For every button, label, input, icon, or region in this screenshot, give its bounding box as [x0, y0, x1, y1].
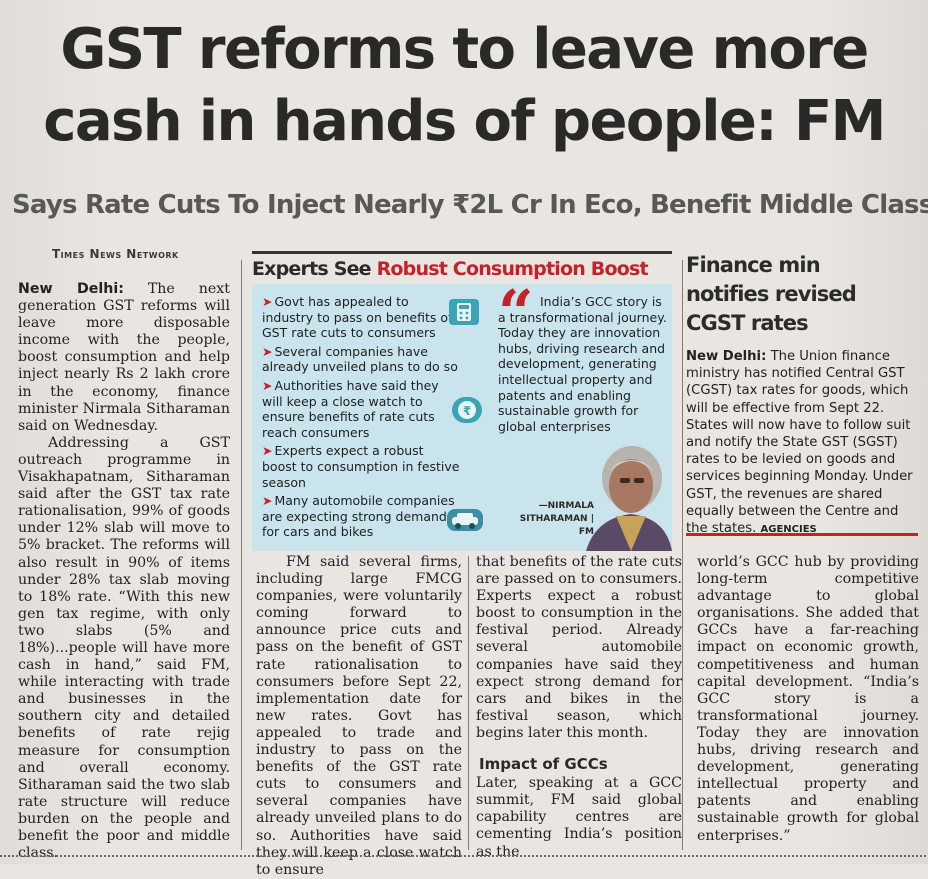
paragraph-text: The next generation GST reforms will lea…: [18, 281, 230, 434]
section-subheading: Impact of GCCs: [479, 755, 608, 774]
headline-line-2: cash in hands of people: FM: [43, 89, 886, 154]
finance-brief-title: Finance min notifies revised CGST rates: [686, 253, 857, 335]
article-paragraph: Later, speaking at a GCC summit, FM said…: [476, 775, 682, 860]
article-paragraph: world’s GCC hub by providing long-term c…: [697, 554, 919, 844]
attribution-role: FM: [578, 527, 594, 537]
article-paragraph: that benefits of the rate cuts are passe…: [476, 554, 682, 741]
car-icon: [447, 509, 483, 531]
column-divider: [241, 260, 242, 850]
arrow-icon: ➤: [262, 343, 273, 359]
dateline: New Delhi:: [686, 349, 767, 364]
headline: GST reforms to leave more cash in hands …: [12, 14, 916, 158]
bullet-item: ➤ Govt has appealed to industry to pass o…: [262, 294, 462, 341]
title-dark-part: Experts See: [252, 258, 372, 280]
portrait-photo: [586, 430, 672, 551]
experts-sidebar-box: Experts See Robust Consumption Boost ➤ Go…: [252, 251, 672, 551]
bullet-item: ➤ Several companies have already unveiled…: [262, 344, 462, 375]
bullet-text: Many automobile companies are expecting …: [262, 493, 455, 540]
arrow-icon: ➤: [262, 443, 273, 459]
title-red-part: Robust Consumption Boost: [376, 258, 649, 280]
attribution-name: —NIRMALA SITHARAMAN: [519, 501, 594, 524]
rupee-cut-icon: ₹: [452, 397, 482, 423]
calculator-icon: [449, 299, 479, 325]
subheadline: Says Rate Cuts To Inject Nearly ₹2L Cr I…: [12, 190, 928, 220]
finance-brief-box: Finance min notifies revised CGST rates …: [686, 251, 920, 538]
bullet-list: ➤ Govt has appealed to industry to pass o…: [262, 294, 462, 543]
quote-marks-icon: “: [498, 276, 534, 349]
article-column-3: that benefits of the rate cuts are passe…: [476, 554, 682, 861]
arrow-icon: ➤: [262, 294, 273, 309]
bullet-text: Authorities have said they will keep a c…: [262, 377, 439, 440]
agency-credit: AGENCIES: [760, 524, 817, 536]
dateline: New Delhi:: [18, 281, 124, 297]
arrow-icon: ➤: [262, 377, 273, 393]
article-paragraph-2: Addressing a GST outreach programme in V…: [18, 434, 230, 862]
bottom-dotted-rule: [0, 855, 928, 857]
quote-attribution: —NIRMALA SITHARAMAN | FM: [519, 501, 594, 537]
headline-line-1: GST reforms to leave more: [60, 17, 869, 82]
column-divider: [468, 556, 469, 850]
finance-brief-text: The Union finance ministry has notified …: [686, 349, 913, 537]
pull-quote-text: India’s GCC story is a transformational …: [498, 294, 667, 434]
svg-text:₹: ₹: [463, 404, 471, 418]
experts-box-title: Experts See Robust Consumption Boost: [252, 254, 672, 284]
arrow-icon: ➤: [262, 493, 273, 509]
article-column-4: world’s GCC hub by providing long-term c…: [697, 554, 919, 845]
byline: Times News Network: [52, 247, 179, 261]
finance-brief-body: New Delhi: The Union finance ministry ha…: [686, 348, 920, 538]
article-paragraph: FM said several firms, including large F…: [256, 554, 462, 878]
pull-quote: India’s GCC story is a transformational …: [498, 294, 668, 434]
bullet-text: Experts expect a robust boost to consump…: [262, 443, 460, 490]
red-rule: [686, 533, 918, 536]
article-column-1: New Delhi: The next generation GST refor…: [18, 281, 230, 862]
bullet-text: Govt has appealed to industry to pass on…: [262, 294, 453, 341]
column-divider: [682, 260, 683, 850]
bullet-item: ➤ Experts expect a robust boost to consum…: [262, 443, 462, 490]
bullet-item: ➤ Many automobile companies are expecting…: [262, 493, 462, 540]
bullet-item: ➤ Authorities have said they will keep a …: [262, 378, 462, 440]
article-column-2: FM said several firms, including large F…: [256, 554, 462, 879]
bullet-text: Several companies have already unveiled …: [262, 343, 458, 375]
article-paragraph-1: New Delhi: The next generation GST refor…: [18, 281, 230, 435]
